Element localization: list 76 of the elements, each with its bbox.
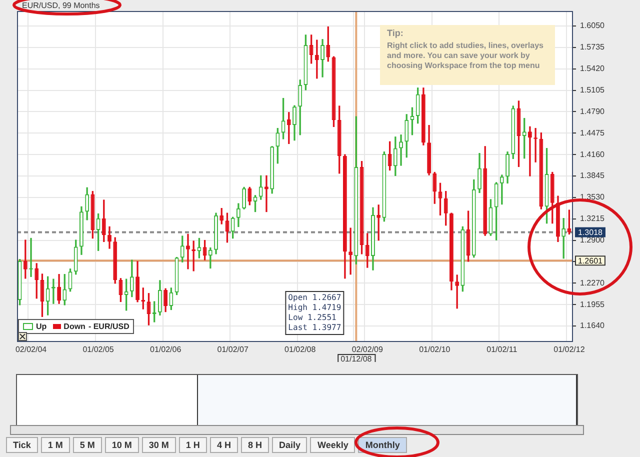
ref-line-label: 1.2601 [578, 256, 604, 266]
x-tick-label: 01/02/11 [486, 345, 518, 354]
y-tick-label: 1.5420 [580, 64, 606, 74]
y-tick-label: 1.3215 [580, 214, 606, 224]
candlestick [80, 206, 84, 255]
x-tick-label: 01/02/08 [284, 345, 316, 354]
tip-panel: Tip: Right click to add studies, lines, overlays and more. You can save your work by choosing Workspace from the top menu [380, 25, 555, 85]
text: 4 H [210, 437, 238, 453]
text: Daily [272, 437, 308, 453]
annotation: Open 1.2667 High 1.4719 Low 1.2551 Last 1.3977 [288, 293, 342, 332]
candlestick [427, 124, 432, 176]
annotation: Tip: [387, 28, 404, 38]
x-tick-label: 01/02/05 [82, 345, 114, 354]
candlestick [382, 152, 386, 222]
annotation: Right click to add studies, lines, overlays and more. You can save your work by choosing Workspace from the top menu [387, 41, 544, 71]
x-tick-label: 01/12/08 [340, 354, 372, 364]
candlestick [388, 141, 392, 171]
y-tick-label: 1.5735 [580, 42, 606, 52]
candlestick [96, 213, 100, 251]
candlestick [281, 98, 286, 140]
candlestick [567, 210, 572, 235]
ref-line-label: 1.3018 [578, 228, 604, 237]
x-tick-label: 02/02/04 [15, 345, 48, 354]
candlestick [264, 175, 268, 212]
y-tick-label: 1.3845 [580, 171, 606, 180]
candlestick [506, 152, 510, 184]
y-tick-label: 1.4160 [580, 150, 606, 159]
candlestick [57, 274, 62, 304]
text: 1 H [178, 437, 207, 453]
candlestick [371, 207, 375, 270]
y-tick-label: 1.1640 [580, 321, 606, 330]
y-tick-label: 1.4475 [580, 128, 606, 138]
legend-title: - EUR/USD [88, 322, 130, 331]
text: 30 M [142, 437, 176, 453]
candlestick [342, 154, 347, 279]
text: Weekly [310, 437, 356, 453]
legend-label: Up [36, 322, 47, 331]
candlestick [320, 39, 324, 78]
candlestick [186, 234, 190, 270]
x-tick-label: 01/02/06 [150, 345, 182, 354]
candlestick [202, 240, 207, 260]
x-tick-label: 01/02/10 [419, 345, 451, 354]
candlestick [292, 105, 296, 141]
text: Tick [6, 437, 38, 453]
text: 8 H [240, 437, 269, 453]
candlestick [455, 274, 460, 309]
candlestick [108, 226, 112, 249]
candlestick [214, 212, 218, 254]
x-tick-label: 02/02/09 [352, 345, 384, 354]
text: 5 M [72, 437, 102, 453]
y-tick-label: 1.1955 [580, 300, 606, 309]
y-tick-label: 1.5105 [580, 85, 606, 94]
candlestick [348, 228, 353, 275]
candlestick [450, 212, 454, 290]
x-tick-label: 01/02/07 [217, 345, 249, 354]
candlestick [399, 134, 403, 166]
candlestick [466, 210, 470, 262]
candlestick [500, 174, 504, 205]
text: 10 M [104, 437, 139, 453]
candlestick [158, 280, 162, 316]
candlestick [136, 261, 140, 302]
x-tick-label: 01/02/12 [554, 345, 586, 354]
candlestick [478, 153, 482, 193]
y-tick-label: 1.6050 [580, 21, 606, 30]
candlestick [197, 238, 202, 258]
candlestick [242, 186, 246, 210]
legend-label: Down [64, 322, 86, 331]
chart-title: EUR/USD, 99 Months [22, 1, 100, 10]
y-tick-label: 1.2900 [580, 236, 606, 244]
text: 1 M [40, 437, 70, 453]
text: Monthly [358, 437, 407, 453]
candlestick [528, 126, 532, 176]
candlestick [556, 196, 560, 242]
candlestick [314, 40, 319, 79]
y-tick-label: 1.2270 [580, 278, 606, 288]
y-tick-label: 1.4790 [580, 106, 606, 116]
